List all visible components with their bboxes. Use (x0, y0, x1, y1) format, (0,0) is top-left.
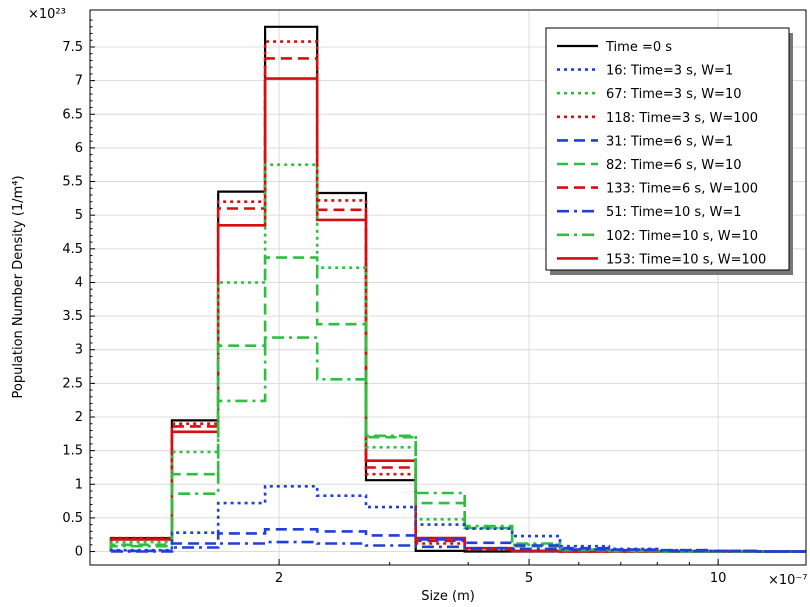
y-multiplier-label: ×10²³ (28, 7, 66, 22)
legend-entry: 118: Time=3 s, W=100 (606, 111, 758, 126)
y-tick-label: 0 (75, 545, 83, 560)
y-tick-label: 7.5 (62, 40, 83, 55)
y-tick-label: 5.5 (62, 175, 83, 190)
x-multiplier-label: ×10⁻⁷ (768, 573, 808, 588)
x-axis-label: Size (m) (421, 589, 475, 604)
legend-entry: 16: Time=3 s, W=1 (606, 64, 733, 79)
x-tick-label: 5 (525, 571, 533, 586)
ticks: 0 0.5 1 1.5 2 2.5 3 3.5 4 4.5 5 5.5 6 6.5 7 7.5 2 5 10 (62, 19, 727, 586)
series-line (109, 336, 806, 553)
x-tick-label: 10 (710, 571, 727, 586)
legend-entry: 153: Time=10 s, W=100 (606, 252, 766, 267)
x-tick-label: 2 (275, 571, 283, 586)
series-layer (109, 25, 806, 553)
y-tick-label: 4 (75, 275, 83, 290)
y-tick-label: 2 (75, 410, 83, 425)
y-tick-label: 1.5 (62, 444, 83, 459)
legend-entry: 133: Time=6 s, W=100 (606, 182, 758, 197)
legend-entry: 82: Time=6 s, W=10 (606, 158, 742, 173)
y-tick-label: 6 (75, 141, 83, 156)
y-tick-label: 7 (75, 74, 83, 89)
y-tick-label: 2.5 (62, 376, 83, 391)
y-tick-label: 3.5 (62, 309, 83, 324)
series-line (109, 485, 806, 553)
y-tick-label: 3 (75, 343, 83, 358)
legend-entry: 67: Time=3 s, W=10 (606, 87, 742, 102)
legend: Time =0 s 16: Time=3 s, W=1 67: Time=3 s, … (545, 27, 793, 275)
series-line (111, 540, 806, 553)
y-tick-label: 5 (75, 208, 83, 223)
y-tick-label: 0.5 (62, 511, 83, 526)
plot-frame (89, 9, 807, 566)
legend-entry: 31: Time=6 s, W=1 (606, 134, 733, 149)
y-tick-label: 1 (75, 477, 83, 492)
y-tick-label: 4.5 (62, 242, 83, 257)
legend-entry: Time =0 s (605, 40, 672, 55)
y-tick-label: 6.5 (62, 107, 83, 122)
legend-entry: 102: Time=10 s, W=10 (606, 229, 758, 244)
legend-entry: 51: Time=10 s, W=1 (606, 205, 742, 220)
y-axis-label: Population Number Density (1/m⁴) (11, 175, 26, 398)
